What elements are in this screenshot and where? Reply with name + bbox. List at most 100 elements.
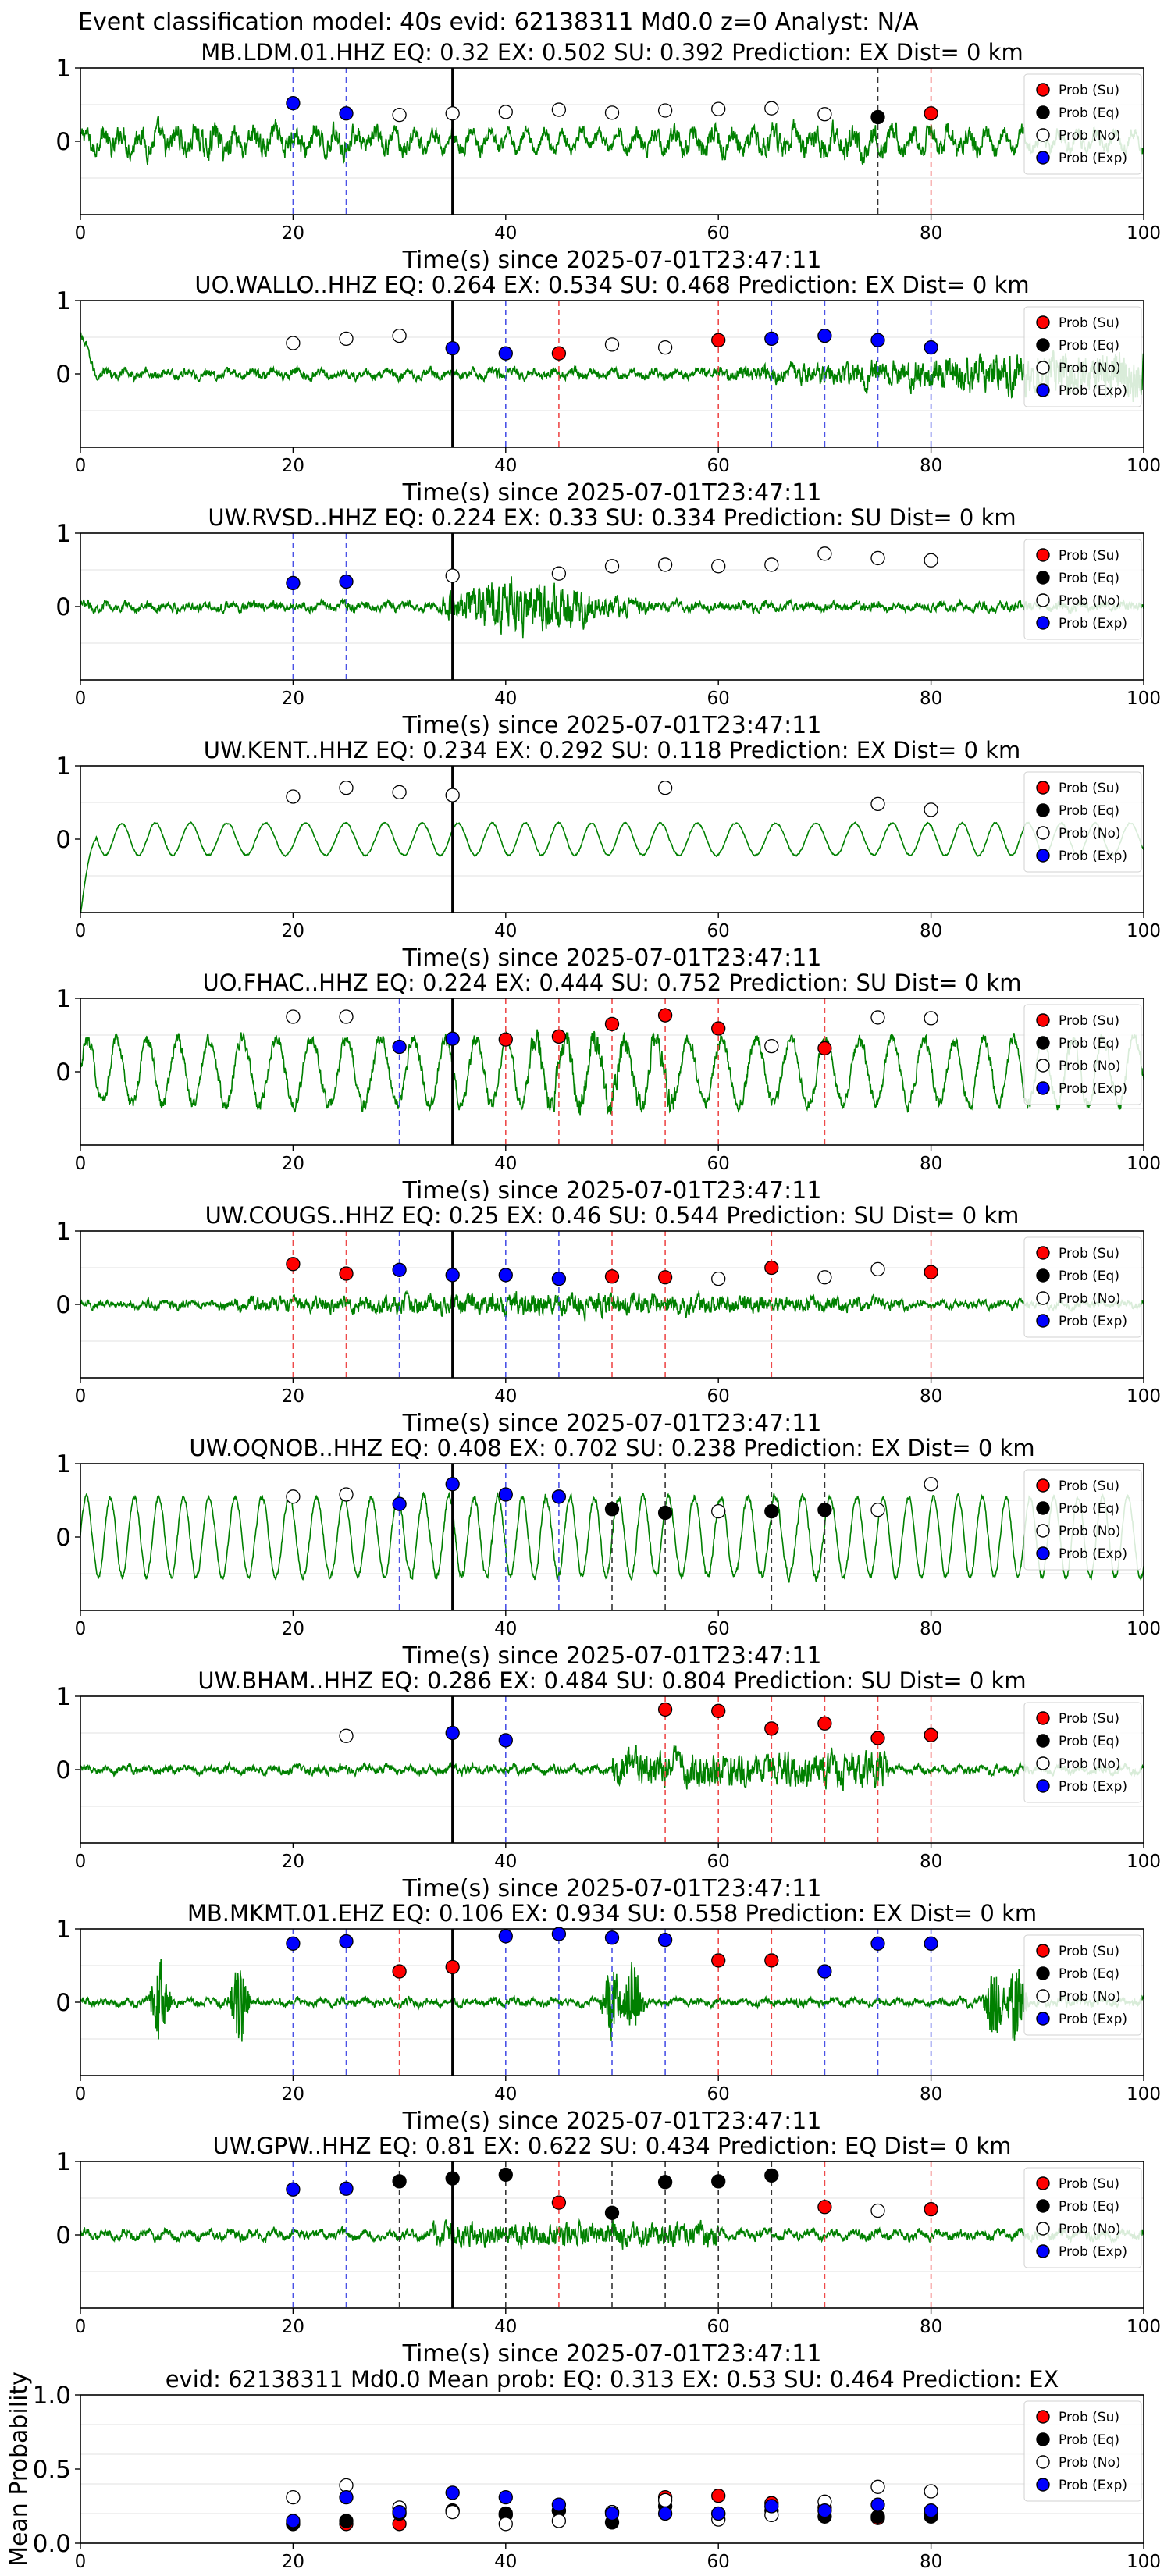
prob-marker-no bbox=[604, 105, 620, 120]
legend-label-eq: Prob (Eq) bbox=[1059, 338, 1119, 354]
x-tick-label: 40 bbox=[494, 1386, 517, 1407]
panel-title: MB.MKMT.01.EHZ EQ: 0.106 EX: 0.934 SU: 0… bbox=[187, 1900, 1037, 1927]
prob-marker-exp bbox=[445, 340, 460, 356]
legend-label-exp: Prob (Exp) bbox=[1059, 2478, 1127, 2493]
x-tick-label: 0 bbox=[75, 688, 87, 709]
legend-marker-exp bbox=[1036, 1546, 1050, 1560]
prob-marker-su bbox=[392, 1964, 407, 1979]
legend-label-su: Prob (Su) bbox=[1059, 1013, 1119, 1029]
x-tick-label: 60 bbox=[707, 2084, 730, 2105]
x-tick-label: 100 bbox=[1127, 2084, 1161, 2105]
x-tick-label: 40 bbox=[494, 1852, 517, 1872]
prob-marker-exp bbox=[286, 2514, 301, 2528]
x-tick-label: 80 bbox=[920, 1154, 942, 1174]
x-tick-label: 40 bbox=[494, 1619, 517, 1639]
x-tick-label: 100 bbox=[1127, 921, 1161, 941]
prob-marker-exp bbox=[817, 328, 832, 343]
prob-marker-exp bbox=[870, 2497, 885, 2512]
legend-label-exp: Prob (Exp) bbox=[1059, 1081, 1127, 1097]
legend-marker-no bbox=[1036, 593, 1050, 607]
prob-marker-su bbox=[445, 1959, 460, 1975]
y-tick-label: 1 bbox=[55, 753, 71, 781]
prob-marker-exp bbox=[445, 1031, 460, 1046]
prob-marker-no bbox=[924, 802, 938, 817]
prob-marker-exp bbox=[870, 333, 885, 347]
x-axis-label: Time(s) since 2025-07-01T23:47:11 bbox=[402, 247, 822, 274]
prob-marker-exp bbox=[286, 575, 301, 591]
prob-marker-eq bbox=[870, 2509, 885, 2524]
x-axis-label: Time(s) since 2025-07-01T23:47:11 bbox=[402, 2108, 822, 2135]
y-tick-label: 1 bbox=[55, 985, 71, 1013]
panel-title: UO.FHAC..HHZ EQ: 0.224 EX: 0.444 SU: 0.7… bbox=[203, 970, 1022, 996]
legend-label-no: Prob (No) bbox=[1059, 2455, 1121, 2471]
prob-marker-eq bbox=[498, 2167, 513, 2183]
prob-marker-no bbox=[711, 559, 726, 574]
x-tick-label: 60 bbox=[707, 2317, 730, 2337]
prob-marker-exp bbox=[392, 2504, 407, 2520]
x-tick-label: 20 bbox=[282, 1386, 304, 1407]
legend-label-eq: Prob (Eq) bbox=[1059, 2199, 1119, 2215]
prob-marker-exp bbox=[551, 2497, 567, 2512]
legend-marker-eq bbox=[1036, 1501, 1050, 1515]
prob-marker-eq bbox=[764, 2168, 779, 2183]
x-axis-label: Time(s) since 2025-07-01T23:47:11 bbox=[402, 479, 822, 507]
prob-marker-exp bbox=[286, 95, 301, 111]
prob-marker-exp bbox=[870, 1936, 885, 1951]
legend-marker-no bbox=[1036, 1291, 1050, 1305]
prob-marker-su bbox=[604, 1016, 620, 1032]
legend-marker-no bbox=[1036, 2455, 1050, 2469]
prob-marker-exp bbox=[657, 1932, 673, 1948]
x-tick-label: 0 bbox=[75, 456, 87, 476]
prob-marker-no bbox=[711, 1271, 726, 1286]
legend-label-eq: Prob (Eq) bbox=[1059, 803, 1119, 819]
prob-marker-no bbox=[339, 781, 354, 795]
y-axis-label: Mean Probability bbox=[5, 2371, 33, 2567]
x-tick-label: 80 bbox=[920, 1852, 942, 1872]
prob-marker-su bbox=[657, 1008, 673, 1023]
x-tick-label: 20 bbox=[282, 921, 304, 941]
x-tick-label: 20 bbox=[282, 1154, 304, 1174]
prob-marker-eq bbox=[339, 2514, 354, 2528]
legend-label-eq: Prob (Eq) bbox=[1059, 1501, 1119, 1517]
panel-title: UO.WALLO..HHZ EQ: 0.264 EX: 0.534 SU: 0.… bbox=[194, 272, 1029, 298]
x-axis-label: Time(s) since 2025-07-01T23:47:11 bbox=[402, 1642, 822, 1670]
x-tick-label: 80 bbox=[920, 1386, 942, 1407]
prob-marker-no bbox=[764, 101, 779, 116]
legend-marker-no bbox=[1036, 826, 1050, 840]
figure-suptitle: Event classification model: 40s evid: 62… bbox=[78, 9, 919, 36]
legend-marker-no bbox=[1036, 1524, 1050, 1538]
legend-label-su: Prob (Su) bbox=[1059, 1711, 1119, 1727]
y-tick-label: 0 bbox=[55, 128, 71, 156]
legend-box bbox=[1023, 539, 1142, 640]
panel-5: UO.FHAC..HHZ EQ: 0.224 EX: 0.444 SU: 0.7… bbox=[55, 970, 1161, 1204]
prob-marker-no bbox=[657, 340, 673, 355]
prob-marker-exp bbox=[392, 1496, 407, 1511]
x-tick-label: 60 bbox=[707, 688, 730, 709]
legend-marker-exp bbox=[1036, 2244, 1050, 2258]
prob-marker-su bbox=[604, 1269, 620, 1284]
y-tick-label: 1 bbox=[55, 55, 71, 83]
prob-marker-no bbox=[924, 1011, 938, 1026]
prob-marker-exp bbox=[551, 1927, 567, 1941]
prob-marker-no bbox=[445, 106, 460, 121]
waveform-trace bbox=[80, 821, 1144, 913]
legend-marker-su bbox=[1036, 1711, 1050, 1725]
legend-box bbox=[1023, 2400, 1142, 2502]
prob-marker-eq bbox=[604, 1502, 620, 1517]
prob-marker-no bbox=[339, 1728, 354, 1743]
prob-marker-eq bbox=[657, 2175, 673, 2190]
prob-marker-exp bbox=[286, 1936, 301, 1951]
legend-label-no: Prob (No) bbox=[1059, 1989, 1121, 2005]
x-tick-label: 20 bbox=[282, 456, 304, 476]
x-tick-label: 0 bbox=[75, 921, 87, 941]
legend-label-su: Prob (Su) bbox=[1059, 2410, 1119, 2425]
prob-marker-exp bbox=[445, 1477, 460, 1492]
x-tick-label: 60 bbox=[707, 2552, 730, 2572]
x-tick-label: 100 bbox=[1127, 1619, 1161, 1639]
prob-marker-exp bbox=[604, 2506, 620, 2521]
legend-label-no: Prob (No) bbox=[1059, 593, 1121, 609]
legend-label-su: Prob (Su) bbox=[1059, 1246, 1119, 1261]
prob-marker-exp bbox=[924, 2503, 938, 2518]
legend-label-exp: Prob (Exp) bbox=[1059, 383, 1127, 399]
legend-marker-eq bbox=[1036, 2199, 1050, 2213]
